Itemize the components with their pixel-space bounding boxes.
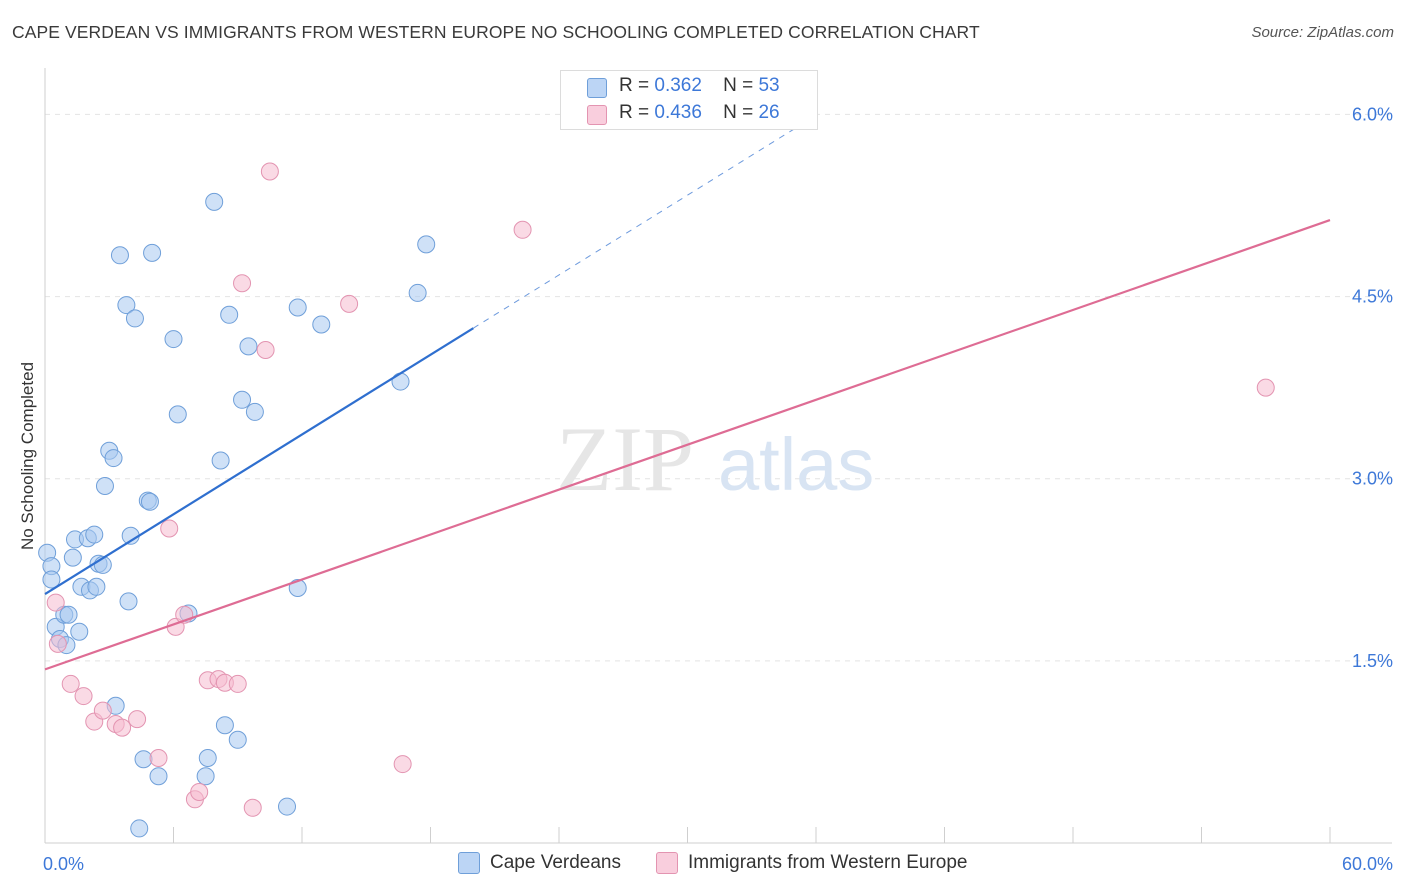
immigrant-point [149,749,168,767]
legend-item-immigrants: Immigrants from Western Europe [656,852,967,874]
immigrant-point [260,162,279,181]
y-tick-label: 6.0% [1352,104,1393,124]
y-tick-label: 4.5% [1352,287,1393,307]
cape-verdean-point [140,492,159,511]
immigrant-trend-line [44,219,1331,671]
immigrant-point [233,274,252,293]
immigrant-point [128,710,147,729]
immigrant-point [61,674,80,693]
trend-lines [44,114,1331,671]
cape-verdean-point [87,577,106,596]
immigrant-point [340,294,359,313]
immigrant-point [160,519,179,538]
grid-lines [45,113,1392,662]
cape-verdean-point [228,730,247,749]
r-label: R = [619,102,650,123]
watermark-atlas: atlas [718,423,874,506]
cape-verdean-point [215,716,234,735]
series-legend: Cape Verdeans Immigrants from Western Eu… [0,852,1406,878]
immigrant-point [513,220,532,239]
chart-title: CAPE VERDEAN VS IMMIGRANTS FROM WESTERN … [12,22,980,42]
cape-verdean-point [245,402,264,421]
legend-swatch-pink [656,852,678,874]
y-tick-label: 3.0% [1352,469,1393,489]
cape-verdean-point [117,296,136,315]
r-value: 0.362 [654,75,702,96]
legend-swatch-pink [587,105,607,125]
x-tick-label: 0.0% [43,854,84,874]
cape-verdean-point [104,449,123,468]
cape-verdean-point [196,767,215,786]
immigrant-point [228,674,247,693]
cape-verdean-point [70,622,89,641]
cape-verdean-point [278,797,297,816]
legend-item-cape-verdeans: Cape Verdeans [458,852,621,874]
cape-verdean-point [119,592,138,611]
cape-verdean-point [143,243,162,262]
immigrant-point [46,593,65,612]
cape-verdean-point [220,305,239,324]
cape-verdean-point [42,570,61,589]
immigrant-point [1256,378,1275,397]
immigrant-point [393,755,412,774]
cape-verdean-point [233,390,252,409]
watermark: ZIP atlas [556,408,874,510]
tick-labels: 1.5% 3.0% 4.5% 6.0% 0.0% 60.0% [43,104,1393,874]
r-value: 0.436 [654,102,702,123]
source-label: Source: ZipAtlas.com [1251,24,1394,41]
cape-verdean-point [85,525,104,544]
cape-verdean-point [391,372,410,391]
cape-verdean-point [312,315,331,334]
cape-verdean-trend-extension [473,114,817,329]
correlation-legend: R = 0.362 N = 53 R = 0.436 N = 26 [560,70,818,130]
n-label: N = [723,102,754,123]
cape-verdean-point [134,750,153,769]
immigrant-point [256,341,275,359]
cape-verdean-point [198,749,217,767]
cape-verdean-point [63,548,82,567]
cape-verdean-point [164,330,183,349]
immigrant-point [190,783,209,801]
cape-verdean-point [168,405,187,424]
immigrant-point [74,687,93,706]
axes [44,68,1392,844]
legend-label: Immigrants from Western Europe [688,852,968,873]
n-value: 53 [758,75,780,96]
cape-verdean-point [288,298,307,317]
n-label: N = [723,75,754,96]
x-tick-label: 60.0% [1342,854,1393,874]
legend-label: Cape Verdeans [490,852,621,873]
n-value: 26 [758,102,780,123]
cape-verdean-trend-line [44,327,474,596]
cape-verdean-point [95,477,114,495]
cape-verdean-point [417,235,436,254]
cape-verdean-point [110,246,129,265]
legend-swatch-blue [458,852,480,874]
immigrant-point [48,634,67,653]
immigrant-point [113,718,132,737]
cape-verdean-point [130,819,149,838]
r-label: R = [619,75,650,96]
cape-verdean-point [125,309,144,328]
y-tick-label: 1.5% [1352,651,1393,671]
cape-verdean-point [408,283,427,302]
cape-verdean-point [59,605,78,624]
cape-verdean-point [239,337,258,356]
cape-verdean-point [149,767,168,786]
cape-verdean-point [205,192,224,211]
cape-verdean-point [288,579,307,597]
data-points [38,162,1275,838]
cape-verdean-point [211,451,230,470]
legend-swatch-blue [587,78,607,98]
immigrant-point [243,798,262,817]
immigrant-point [93,701,112,720]
watermark-zip: ZIP [556,408,694,510]
